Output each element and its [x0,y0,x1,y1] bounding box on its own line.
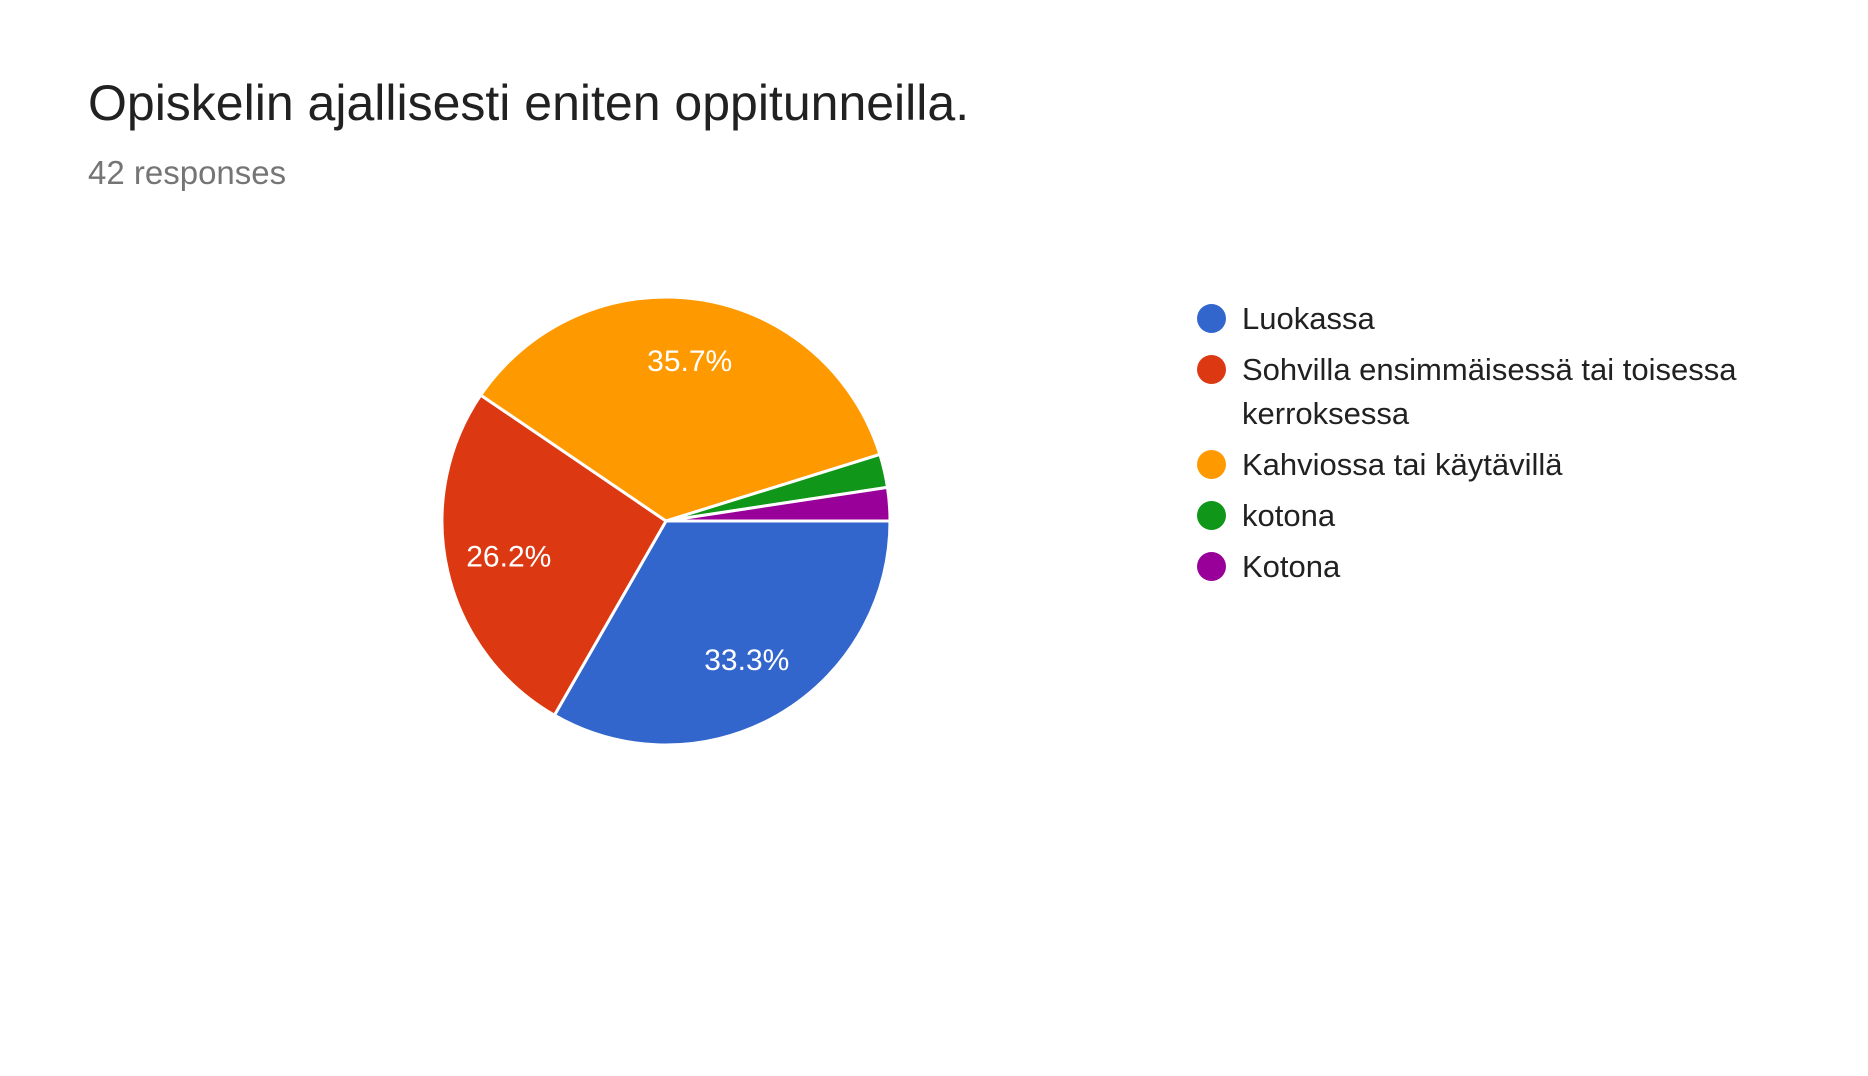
pie-slice-0[interactable] [552,519,892,747]
question-title: Opiskelin ajallisesti eniten oppitunneil… [88,75,970,131]
chart-legend: Luokassa Sohvilla ensimmäisessä tai toise… [1197,297,1757,596]
legend-item-label: Luokassa [1242,301,1375,336]
legend-item-label: kotona [1242,498,1336,533]
legend-bullet-icon [1197,501,1226,530]
legend-bullet-icon [1197,355,1226,384]
legend-item-label: Kahviossa tai käytävillä [1242,447,1563,482]
slice-label-2: 35.7% [647,345,732,378]
legend-item-label: Sohvilla ensimmäisessä tai toisessa kerr… [1242,352,1737,431]
slice-label-0: 33.3% [704,644,789,677]
legend-item-0: Luokassa [1197,297,1757,341]
pie-slices [440,295,892,747]
slice-label-1: 26.2% [466,541,551,574]
legend-item-1: Sohvilla ensimmäisessä tai toisessa kerr… [1197,348,1757,436]
pie-slice-1[interactable] [440,393,668,717]
pie-slice-2[interactable] [479,295,882,523]
legend-item-4: Kotona [1197,545,1757,589]
legend-bullet-icon [1197,450,1226,479]
legend-bullet-icon [1197,552,1226,581]
legend-item-label: Kotona [1242,549,1341,584]
pie-slice-labels: 33.3% 26.2% 35.7% [466,345,789,677]
legend-bullet-icon [1197,304,1226,333]
pie-slice-4[interactable] [664,485,892,523]
responses-count: 42 responses [88,154,287,191]
pie-chart: 33.3% 26.2% 35.7% [440,295,892,747]
legend-item-3: kotona [1197,494,1757,538]
legend-item-2: Kahviossa tai käytävillä [1197,443,1757,487]
